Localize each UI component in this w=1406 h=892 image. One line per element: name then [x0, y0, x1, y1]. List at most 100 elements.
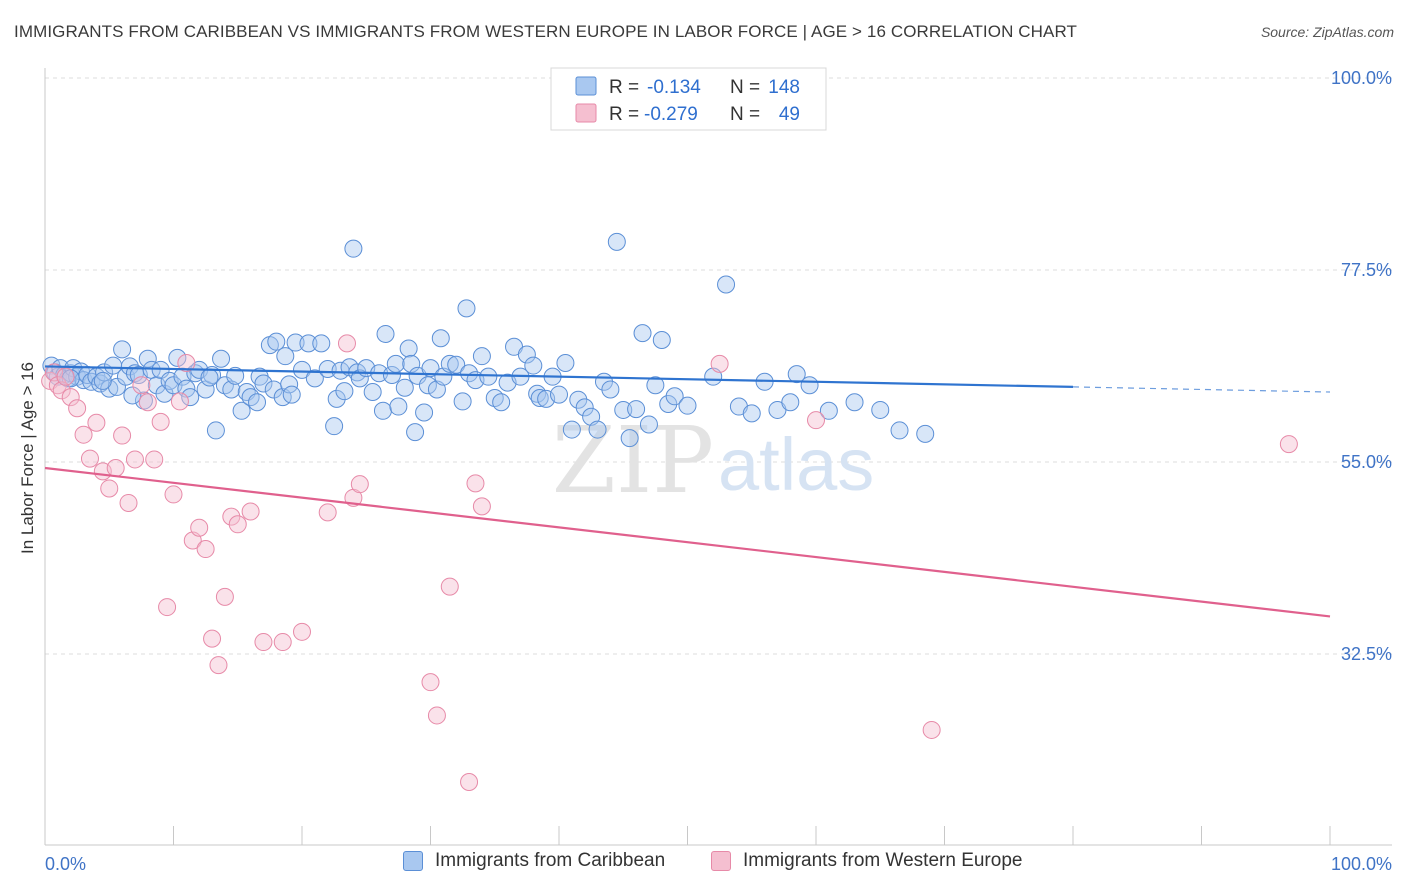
data-point-western-europe [350, 475, 369, 494]
y-tick-label: 32.5% [1341, 644, 1392, 664]
data-point-caribbean [530, 389, 549, 407]
series-legend: Immigrants from Caribbean Immigrants fro… [0, 850, 1406, 880]
data-point-caribbean [678, 396, 697, 415]
data-point-caribbean [633, 324, 652, 343]
data-point-caribbean [312, 334, 331, 353]
data-point-caribbean [344, 239, 363, 258]
data-point-western-europe [466, 474, 485, 493]
data-point-western-europe [241, 502, 260, 521]
legend-label-western-europe: Immigrants from Western Europe [743, 850, 1023, 871]
data-point-caribbean [639, 415, 658, 434]
legend-swatch-caribbean-bottom [403, 851, 423, 871]
data-point-western-europe [209, 656, 228, 675]
y-tick-label: 100.0% [1331, 68, 1392, 88]
trend-line-caribbean-extension [1072, 386, 1331, 393]
data-point-caribbean [232, 401, 251, 420]
data-point-caribbean [415, 403, 434, 422]
data-point-caribbean [305, 369, 324, 388]
data-point-caribbean [787, 365, 806, 384]
data-point-caribbean [588, 420, 607, 439]
watermark-atlas: atlas [718, 423, 874, 506]
legend-item-western-europe: Immigrants from Western Europe [711, 850, 1022, 872]
data-point-western-europe [145, 450, 164, 469]
legend-swatch-caribbean [575, 76, 597, 96]
data-point-western-europe [273, 633, 292, 652]
legend-r-label-caribbean: R = [609, 77, 639, 98]
legend-n-value-western-europe: 49 [779, 104, 800, 125]
data-point-caribbean [123, 386, 142, 405]
data-point-western-europe [427, 706, 446, 725]
data-point-caribbean [282, 385, 301, 404]
data-point-caribbean [138, 349, 157, 368]
trend-line-caribbean [44, 365, 1074, 389]
data-point-caribbean [453, 392, 472, 411]
data-point-caribbean [659, 394, 678, 413]
data-point-caribbean [457, 299, 476, 318]
data-point-caribbean [550, 385, 568, 404]
data-point-caribbean [614, 400, 633, 419]
data-point-caribbean [421, 359, 440, 378]
data-point-caribbean [267, 332, 286, 351]
data-point-caribbean [327, 389, 346, 408]
data-point-western-europe [106, 458, 125, 477]
data-point-caribbean [646, 376, 665, 395]
legend-n-value-caribbean: 148 [768, 77, 800, 98]
data-point-caribbean [781, 393, 800, 412]
trend-lines [44, 365, 1331, 618]
data-point-western-europe [80, 449, 99, 468]
data-point-caribbean [276, 347, 295, 366]
legend-r-value-western-europe: -0.279 [644, 104, 698, 125]
data-point-western-europe [922, 720, 941, 739]
data-point-western-europe [61, 388, 80, 407]
data-point-caribbean [389, 397, 408, 416]
data-point-western-europe [421, 673, 440, 692]
data-point-caribbean [363, 383, 382, 402]
data-point-caribbean [562, 420, 581, 439]
data-point-caribbean [376, 325, 395, 343]
data-point-caribbean [406, 423, 425, 442]
data-point-western-europe [472, 497, 491, 516]
data-point-western-europe [132, 376, 151, 395]
chart-title: IMMIGRANTS FROM CARIBBEAN VS IMMIGRANTS … [14, 22, 1078, 41]
data-point-caribbean [386, 354, 405, 373]
data-point-caribbean [100, 379, 119, 398]
data-point-caribbean [440, 354, 459, 373]
data-point-western-europe [254, 633, 273, 652]
data-point-caribbean [395, 378, 414, 397]
data-point-caribbean [286, 333, 305, 352]
data-point-western-europe [74, 425, 93, 444]
data-point-caribbean [890, 421, 909, 440]
data-point-caribbean [492, 393, 511, 412]
data-point-western-europe [170, 392, 189, 411]
source-credit: Source: ZipAtlas.com [1260, 24, 1394, 40]
legend-r-label-western-europe: R = [609, 104, 639, 125]
data-point-western-europe [196, 540, 215, 559]
data-point-caribbean [299, 334, 318, 353]
data-point-caribbean [569, 390, 588, 409]
legend-item-caribbean: Immigrants from Caribbean [403, 850, 665, 872]
data-point-caribbean [335, 382, 354, 401]
data-point-caribbean [248, 393, 267, 412]
data-point-western-europe [87, 413, 106, 432]
data-point-western-europe [460, 773, 479, 791]
data-point-western-europe [807, 411, 825, 430]
data-point-western-europe [203, 629, 222, 648]
x-tick-label: 100.0% [1331, 854, 1392, 874]
data-point-caribbean [575, 398, 594, 417]
data-point-caribbean [627, 400, 646, 419]
data-point-caribbean [460, 364, 479, 383]
data-point-caribbean [556, 354, 575, 373]
tick-labels: 32.5% 55.0% 77.5% 100.0% 0.0% 100.0% [45, 68, 1392, 874]
legend-n-label-western-europe: N = [730, 104, 760, 125]
data-point-caribbean [524, 356, 543, 375]
data-point-caribbean [717, 275, 736, 294]
legend-swatch-western-europe-bottom [711, 851, 731, 871]
data-point-caribbean [447, 355, 466, 374]
data-point-caribbean [601, 380, 620, 399]
data-point-western-europe [100, 479, 119, 498]
data-point-caribbean [665, 387, 684, 406]
y-tick-label: 55.0% [1341, 452, 1392, 472]
data-point-caribbean [181, 388, 200, 407]
x-tick-label: 0.0% [45, 854, 86, 874]
